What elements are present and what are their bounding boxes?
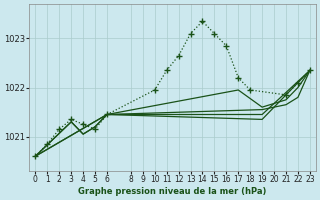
X-axis label: Graphe pression niveau de la mer (hPa): Graphe pression niveau de la mer (hPa) [78, 187, 267, 196]
